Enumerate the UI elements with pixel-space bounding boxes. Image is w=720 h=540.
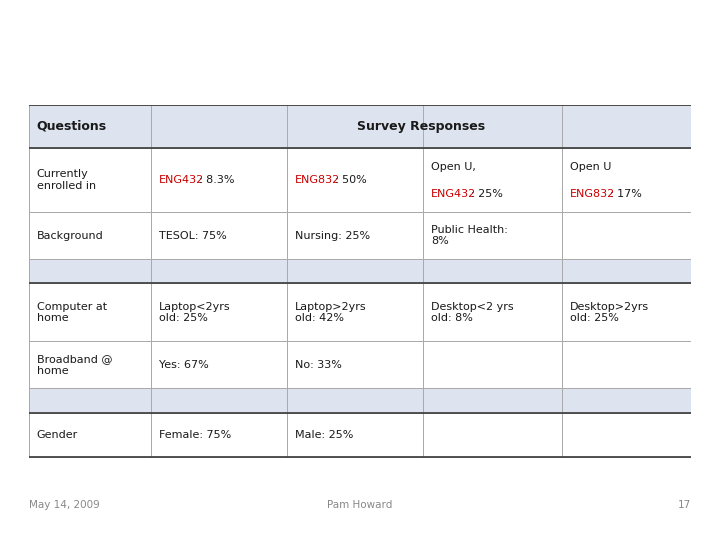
Text: Background: Background (37, 231, 104, 241)
Text: Questions: Questions (37, 120, 107, 133)
Text: Survey Responses: Survey Responses (357, 120, 485, 133)
Bar (151, 284, 287, 341)
Text: Open U,: Open U, (431, 162, 476, 172)
Text: Yes: 67%: Yes: 67% (159, 360, 209, 370)
Text: Public Health:
8%: Public Health: 8% (431, 225, 508, 246)
Bar (151, 341, 287, 388)
Bar (287, 212, 423, 259)
Text: Pam Howard: Pam Howard (328, 500, 392, 510)
Bar (29, 105, 151, 147)
Bar (151, 413, 287, 457)
Bar (151, 388, 287, 413)
Text: : 8.3%: : 8.3% (199, 175, 235, 185)
Text: No: 33%: No: 33% (295, 360, 342, 370)
Bar (29, 147, 151, 212)
Bar (287, 341, 423, 388)
Text: Computer at
home: Computer at home (37, 302, 107, 323)
Bar (151, 147, 287, 212)
Bar (29, 388, 151, 413)
Text: Nursing: 25%: Nursing: 25% (295, 231, 370, 241)
Bar (287, 147, 423, 212)
Text: Male: 25%: Male: 25% (295, 430, 354, 440)
Text: Broadband @
home: Broadband @ home (37, 354, 112, 376)
Text: Pre-test, Student demographics: Pre-test, Student demographics (52, 44, 492, 72)
Bar (287, 259, 423, 284)
Text: Currently
enrolled in: Currently enrolled in (37, 169, 96, 191)
Bar (29, 212, 151, 259)
Bar (29, 413, 151, 457)
Bar (562, 341, 691, 388)
Bar (151, 212, 287, 259)
Bar (287, 413, 423, 457)
Text: ENG432: ENG432 (431, 189, 476, 199)
Text: Laptop<2yrs
old: 25%: Laptop<2yrs old: 25% (159, 302, 231, 323)
Bar (423, 284, 562, 341)
Text: ENG432: ENG432 (159, 175, 204, 185)
Text: ENG832: ENG832 (570, 189, 615, 199)
Text: Gender: Gender (37, 430, 78, 440)
Bar (287, 388, 423, 413)
Text: TESOL: 75%: TESOL: 75% (159, 231, 227, 241)
Bar (29, 341, 151, 388)
Text: Female: 75%: Female: 75% (159, 430, 232, 440)
Bar (423, 259, 562, 284)
Bar (151, 259, 287, 284)
Bar (423, 341, 562, 388)
Text: Desktop>2yrs
old: 25%: Desktop>2yrs old: 25% (570, 302, 649, 323)
Bar (562, 388, 691, 413)
Text: : 17%: : 17% (610, 189, 642, 199)
Text: May 14, 2009: May 14, 2009 (29, 500, 99, 510)
Bar (423, 212, 562, 259)
Bar (423, 388, 562, 413)
Bar (562, 284, 691, 341)
Bar (423, 413, 562, 457)
Bar (562, 147, 691, 212)
Bar (29, 259, 151, 284)
Text: 17: 17 (678, 500, 691, 510)
Bar (29, 284, 151, 341)
Bar (562, 259, 691, 284)
Bar (423, 147, 562, 212)
Text: : 25%: : 25% (471, 189, 503, 199)
Bar (562, 212, 691, 259)
Bar (287, 284, 423, 341)
Text: Open U: Open U (570, 162, 611, 172)
Text: Desktop<2 yrs
old: 8%: Desktop<2 yrs old: 8% (431, 302, 513, 323)
Text: ENG832: ENG832 (295, 175, 341, 185)
Bar (562, 413, 691, 457)
Text: Laptop>2yrs
old: 42%: Laptop>2yrs old: 42% (295, 302, 366, 323)
Bar (151, 105, 691, 147)
Text: : 50%: : 50% (335, 175, 366, 185)
